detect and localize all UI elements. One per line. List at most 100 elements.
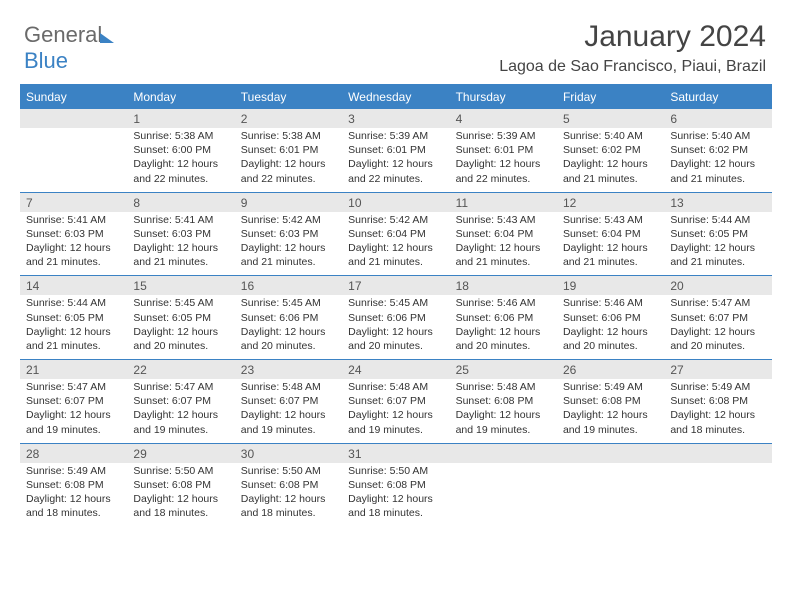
date-info-line: Sunrise: 5:50 AM xyxy=(348,464,443,478)
date-info-line: Daylight: 12 hours xyxy=(348,157,443,171)
date-info-line: Sunset: 6:08 PM xyxy=(26,478,121,492)
date-info-line: Daylight: 12 hours xyxy=(348,241,443,255)
date-info-line: Sunrise: 5:46 AM xyxy=(456,296,551,310)
date-cell: Sunrise: 5:39 AMSunset: 6:01 PMDaylight:… xyxy=(342,128,449,192)
date-cell: Sunrise: 5:46 AMSunset: 6:06 PMDaylight:… xyxy=(557,295,664,359)
date-number-row: 123456 xyxy=(20,108,772,128)
calendar-weeks: 123456Sunrise: 5:38 AMSunset: 6:00 PMDay… xyxy=(20,108,772,526)
date-info-line: Daylight: 12 hours xyxy=(133,157,228,171)
date-info-line: Sunrise: 5:47 AM xyxy=(670,296,765,310)
date-number: 11 xyxy=(450,193,557,212)
date-number: 18 xyxy=(450,276,557,295)
date-info-line: and 21 minutes. xyxy=(133,255,228,269)
date-info-line: Sunset: 6:07 PM xyxy=(670,311,765,325)
date-cell: Sunrise: 5:44 AMSunset: 6:05 PMDaylight:… xyxy=(20,295,127,359)
day-header: Saturday xyxy=(664,86,771,108)
date-number: 4 xyxy=(450,109,557,128)
date-body-row: Sunrise: 5:44 AMSunset: 6:05 PMDaylight:… xyxy=(20,295,772,359)
date-info-line: Sunset: 6:06 PM xyxy=(563,311,658,325)
date-info-line: Sunset: 6:01 PM xyxy=(241,143,336,157)
date-cell: Sunrise: 5:49 AMSunset: 6:08 PMDaylight:… xyxy=(557,379,664,443)
date-info-line: and 19 minutes. xyxy=(456,423,551,437)
date-info-line: Sunset: 6:02 PM xyxy=(563,143,658,157)
date-info-line: and 22 minutes. xyxy=(348,172,443,186)
date-info-line: Sunrise: 5:42 AM xyxy=(348,213,443,227)
date-body-row: Sunrise: 5:49 AMSunset: 6:08 PMDaylight:… xyxy=(20,463,772,527)
date-info-line: and 18 minutes. xyxy=(670,423,765,437)
date-info-line: Daylight: 12 hours xyxy=(670,408,765,422)
date-cell: Sunrise: 5:43 AMSunset: 6:04 PMDaylight:… xyxy=(557,212,664,276)
date-info-line: Sunrise: 5:44 AM xyxy=(670,213,765,227)
date-info-line: Sunrise: 5:49 AM xyxy=(26,464,121,478)
date-cell: Sunrise: 5:47 AMSunset: 6:07 PMDaylight:… xyxy=(664,295,771,359)
date-cell: Sunrise: 5:43 AMSunset: 6:04 PMDaylight:… xyxy=(450,212,557,276)
date-info-line: and 20 minutes. xyxy=(456,339,551,353)
date-number: 24 xyxy=(342,360,449,379)
date-number: 23 xyxy=(235,360,342,379)
date-info-line: Daylight: 12 hours xyxy=(456,325,551,339)
date-info-line: Sunset: 6:08 PM xyxy=(563,394,658,408)
date-info-line: Daylight: 12 hours xyxy=(241,241,336,255)
date-number: 27 xyxy=(664,360,771,379)
date-info-line: and 18 minutes. xyxy=(26,506,121,520)
date-info-line: and 18 minutes. xyxy=(241,506,336,520)
date-info-line: Sunrise: 5:40 AM xyxy=(670,129,765,143)
date-cell: Sunrise: 5:49 AMSunset: 6:08 PMDaylight:… xyxy=(20,463,127,527)
date-info-line: and 21 minutes. xyxy=(348,255,443,269)
date-info-line: Sunset: 6:05 PM xyxy=(670,227,765,241)
date-info-line: and 22 minutes. xyxy=(133,172,228,186)
date-info-line: Daylight: 12 hours xyxy=(670,157,765,171)
date-number: 28 xyxy=(20,444,127,463)
date-info-line: Sunrise: 5:38 AM xyxy=(241,129,336,143)
date-info-line: Sunrise: 5:46 AM xyxy=(563,296,658,310)
date-info-line: Daylight: 12 hours xyxy=(670,325,765,339)
date-info-line: Daylight: 12 hours xyxy=(456,157,551,171)
date-info-line: and 21 minutes. xyxy=(670,172,765,186)
date-info-line: Daylight: 12 hours xyxy=(133,241,228,255)
day-header: Friday xyxy=(557,86,664,108)
date-info-line: Daylight: 12 hours xyxy=(241,157,336,171)
date-cell: Sunrise: 5:39 AMSunset: 6:01 PMDaylight:… xyxy=(450,128,557,192)
date-info-line: Sunset: 6:08 PM xyxy=(456,394,551,408)
date-number: 20 xyxy=(664,276,771,295)
date-info-line: and 22 minutes. xyxy=(241,172,336,186)
date-number: 8 xyxy=(127,193,234,212)
date-info-line: Sunset: 6:01 PM xyxy=(456,143,551,157)
date-info-line: Daylight: 12 hours xyxy=(670,241,765,255)
date-cell: Sunrise: 5:48 AMSunset: 6:07 PMDaylight:… xyxy=(235,379,342,443)
logo-triangle-icon xyxy=(100,33,114,43)
date-number: 7 xyxy=(20,193,127,212)
date-info-line: and 21 minutes. xyxy=(26,339,121,353)
date-info-line: and 19 minutes. xyxy=(133,423,228,437)
date-info-line: Sunset: 6:08 PM xyxy=(133,478,228,492)
date-info-line: and 21 minutes. xyxy=(241,255,336,269)
logo-text-1: General xyxy=(24,22,102,47)
date-info-line: Sunset: 6:05 PM xyxy=(26,311,121,325)
date-info-line: Daylight: 12 hours xyxy=(563,241,658,255)
date-info-line: Sunrise: 5:48 AM xyxy=(241,380,336,394)
date-info-line: Sunset: 6:02 PM xyxy=(670,143,765,157)
date-cell: Sunrise: 5:50 AMSunset: 6:08 PMDaylight:… xyxy=(342,463,449,527)
date-cell: Sunrise: 5:44 AMSunset: 6:05 PMDaylight:… xyxy=(664,212,771,276)
date-number-row: 21222324252627 xyxy=(20,359,772,379)
date-info-line: Sunset: 6:01 PM xyxy=(348,143,443,157)
date-number xyxy=(557,444,664,463)
date-info-line: Sunset: 6:06 PM xyxy=(348,311,443,325)
date-info-line: Daylight: 12 hours xyxy=(133,325,228,339)
date-info-line: and 20 minutes. xyxy=(670,339,765,353)
date-cell: Sunrise: 5:46 AMSunset: 6:06 PMDaylight:… xyxy=(450,295,557,359)
location-subtitle: Lagoa de Sao Francisco, Piaui, Brazil xyxy=(499,58,766,76)
calendar-header-row: Sunday Monday Tuesday Wednesday Thursday… xyxy=(20,86,772,108)
date-cell: Sunrise: 5:38 AMSunset: 6:01 PMDaylight:… xyxy=(235,128,342,192)
date-cell: Sunrise: 5:50 AMSunset: 6:08 PMDaylight:… xyxy=(235,463,342,527)
date-info-line: and 21 minutes. xyxy=(456,255,551,269)
date-info-line: Sunset: 6:07 PM xyxy=(348,394,443,408)
date-info-line: Daylight: 12 hours xyxy=(563,408,658,422)
date-cell: Sunrise: 5:40 AMSunset: 6:02 PMDaylight:… xyxy=(664,128,771,192)
date-info-line: Daylight: 12 hours xyxy=(241,492,336,506)
date-number-row: 28293031 xyxy=(20,443,772,463)
date-cell: Sunrise: 5:45 AMSunset: 6:05 PMDaylight:… xyxy=(127,295,234,359)
date-info-line: and 20 minutes. xyxy=(563,339,658,353)
date-info-line: Sunset: 6:03 PM xyxy=(26,227,121,241)
date-cell xyxy=(20,128,127,192)
